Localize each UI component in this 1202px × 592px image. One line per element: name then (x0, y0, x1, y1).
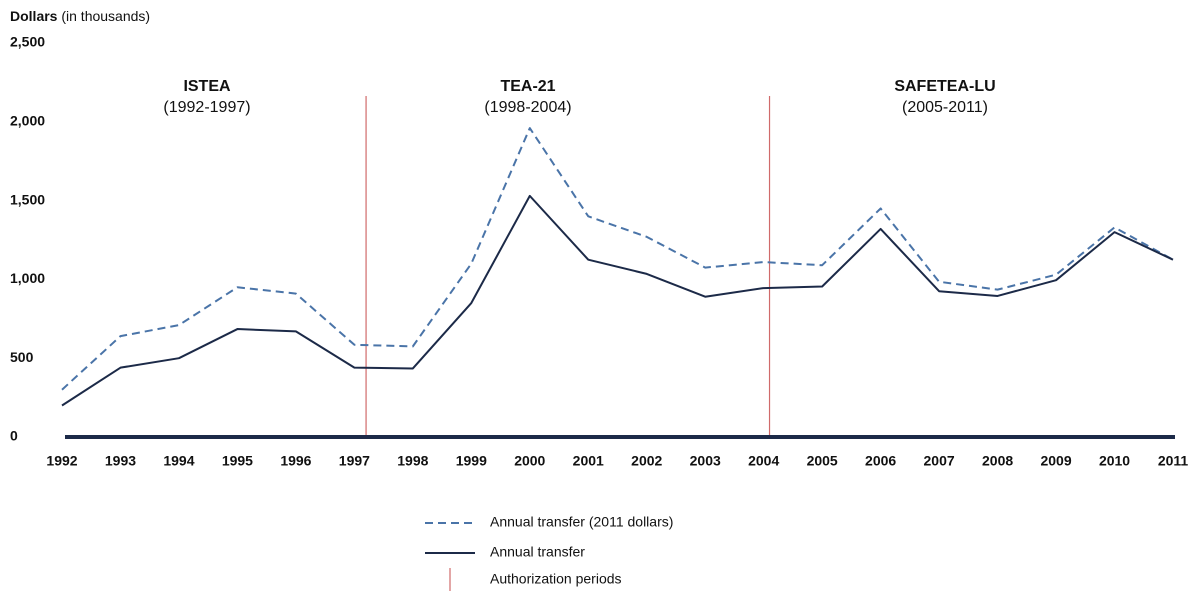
x-tick-label: 1999 (456, 453, 487, 469)
period-name: ISTEA (183, 78, 231, 95)
period-name: SAFETEA-LU (894, 78, 995, 95)
y-tick-label: 2,000 (10, 113, 45, 129)
period-years: (1992-1997) (163, 99, 250, 116)
y-tick-label: 2,500 (10, 34, 45, 50)
x-tick-label: 1997 (339, 453, 370, 469)
x-tick-label: 2002 (631, 453, 662, 469)
period-years: (2005-2011) (902, 99, 988, 116)
y-tick-label: 0 (10, 428, 18, 444)
x-tick-label: 1995 (222, 453, 253, 469)
x-tick-label: 2010 (1099, 453, 1130, 469)
y-tick-label: 1,000 (10, 270, 45, 286)
x-tick-label: 1994 (163, 453, 194, 469)
x-tick-label: 1993 (105, 453, 136, 469)
x-tick-label: 2003 (690, 453, 721, 469)
x-tick-label: 2004 (748, 453, 779, 469)
x-tick-label: 2008 (982, 453, 1013, 469)
y-label-unit: (in thousands) (61, 8, 150, 24)
y-tick-label: 1,500 (10, 191, 45, 207)
x-tick-label: 2005 (807, 453, 838, 469)
x-tick-label: 1996 (280, 453, 311, 469)
x-tick-label: 2009 (1040, 453, 1071, 469)
series-line (61, 127, 1174, 391)
x-tick-label: 2011 (1158, 453, 1189, 469)
x-tick-label: 1992 (46, 453, 77, 469)
series-line (61, 194, 1174, 407)
legend-label: Authorization periods (490, 571, 622, 587)
x-tick-label: 2007 (924, 453, 955, 469)
legend-label: Annual transfer (490, 544, 585, 560)
x-tick-label: 1998 (397, 453, 428, 469)
period-years: (1998-2004) (484, 99, 571, 116)
x-tick-label: 2006 (865, 453, 896, 469)
y-axis-label: Dollars (in thousands) (10, 8, 150, 24)
x-tick-label: 2000 (514, 453, 545, 469)
period-name: TEA-21 (500, 78, 555, 95)
y-label-main: Dollars (10, 8, 58, 24)
x-tick-label: 2001 (573, 453, 604, 469)
legend-label: Annual transfer (2011 dollars) (490, 514, 673, 530)
y-tick-label: 500 (10, 349, 34, 365)
